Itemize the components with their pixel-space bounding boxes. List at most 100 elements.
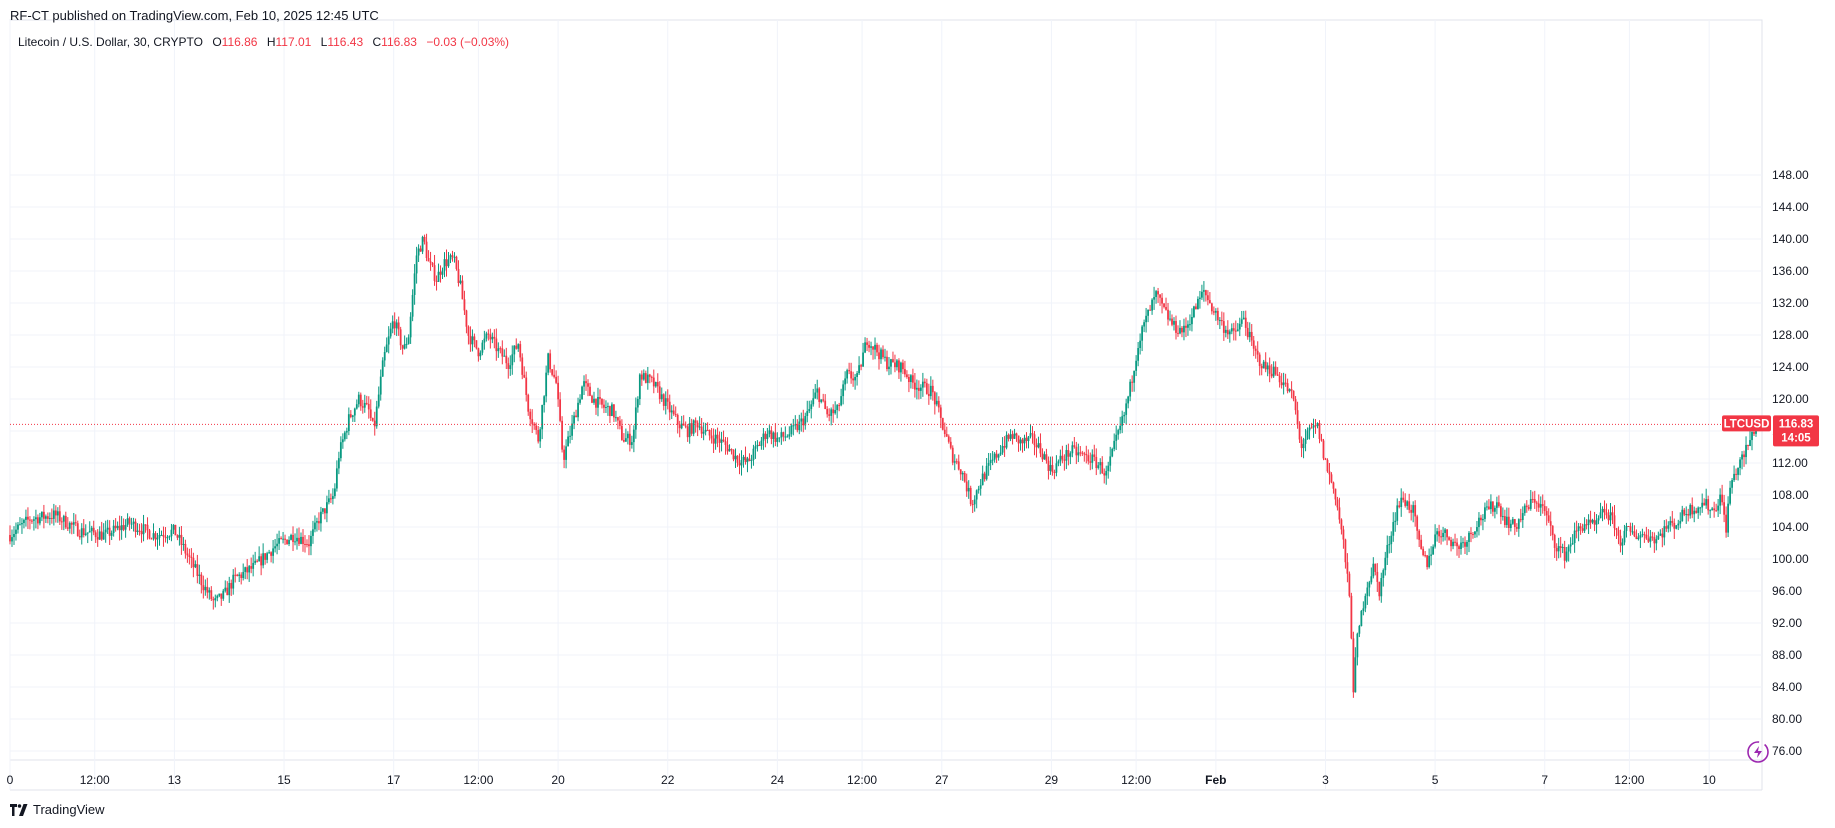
candle-body [595, 398, 597, 408]
candle-body [1246, 327, 1249, 338]
candle-body [1051, 465, 1054, 473]
candle-body [573, 415, 575, 424]
candle-body [1685, 514, 1688, 516]
candle-body [726, 444, 729, 452]
candle-body [1252, 340, 1255, 349]
candle-body [130, 523, 133, 525]
candle-body [923, 381, 926, 384]
candle-body [519, 344, 522, 358]
candle-body [417, 248, 420, 256]
candle-body [1683, 509, 1686, 515]
candle-body [694, 420, 697, 423]
candle-body [1210, 303, 1213, 312]
candle-body [343, 432, 346, 440]
candle-body [1643, 534, 1646, 536]
y-tick-label: 92.00 [1772, 616, 1802, 630]
candle-body [1573, 530, 1576, 544]
candle-body [120, 525, 123, 531]
candle-body [652, 377, 655, 387]
y-tick-label: 128.00 [1772, 328, 1809, 342]
open-label: O [212, 35, 222, 49]
price-tag [1773, 415, 1819, 447]
candle-body [866, 342, 868, 345]
candle-body [1029, 433, 1032, 437]
lightning-icon[interactable] [1747, 741, 1769, 763]
candle-body [473, 336, 476, 341]
candle-body [973, 499, 976, 505]
candle-body [300, 536, 302, 544]
candle-body [15, 529, 17, 534]
candle-body [1577, 526, 1580, 531]
candle-body [1081, 452, 1084, 454]
candle-body [856, 373, 858, 377]
candle-body [1027, 436, 1030, 442]
candle-body [832, 409, 835, 414]
candle-body [1398, 505, 1401, 508]
candle-body [1109, 456, 1112, 466]
candle-body [395, 322, 398, 329]
candle-body [760, 440, 763, 446]
candle-body [1127, 396, 1130, 404]
candle-body [1428, 555, 1431, 568]
candle-body [804, 416, 807, 426]
candle-body [1635, 536, 1638, 540]
candle-body [222, 590, 225, 599]
candle-body [650, 376, 653, 378]
candle-body [371, 417, 374, 421]
candle-body [399, 329, 402, 346]
candle-body [1484, 507, 1486, 519]
candle-body [112, 525, 115, 533]
candle-body [331, 496, 334, 500]
candle-body [927, 393, 930, 397]
price-tag-countdown: 14:05 [1781, 432, 1811, 444]
candle-body [188, 555, 191, 557]
ticker-tag-label: LTCUSD [1724, 418, 1770, 430]
candle-body [1169, 318, 1171, 320]
candle-body [1212, 311, 1215, 313]
candle-body [439, 271, 442, 275]
candle-body [1276, 374, 1279, 376]
candle-body [640, 374, 643, 380]
candle-body [575, 415, 577, 418]
candle-body [355, 404, 358, 409]
candle-body [290, 535, 292, 540]
candle-body [601, 398, 603, 405]
candle-body [270, 552, 273, 556]
candle-body [963, 472, 966, 482]
y-tick-label: 104.00 [1772, 520, 1809, 534]
candle-body [1129, 381, 1132, 397]
candle-body [1404, 499, 1407, 506]
candle-body [421, 236, 424, 252]
candle-body [917, 387, 920, 391]
candle-body [672, 410, 675, 415]
candle-body [1083, 453, 1086, 455]
candle-body [941, 417, 944, 430]
low-label: L [320, 35, 328, 49]
lightning-icon-bolt [1754, 746, 1762, 758]
candle-body [1256, 350, 1259, 355]
candle-body [1007, 434, 1010, 439]
candle-body [1601, 508, 1604, 513]
candle-body [1709, 510, 1712, 512]
candle-body [1631, 531, 1634, 533]
candle-body [182, 543, 185, 545]
candle-body [383, 351, 386, 361]
tradingview-logo[interactable]: TradingView [10, 802, 105, 817]
candle-body [276, 543, 278, 547]
candle-body [1448, 537, 1450, 540]
candle-body [700, 426, 703, 434]
candle-body [1539, 504, 1542, 508]
candles [9, 233, 1757, 698]
candle-body [74, 522, 77, 524]
candle-body [1503, 516, 1506, 525]
candle-body [489, 334, 492, 340]
candle-body [1017, 435, 1020, 444]
candle-body [1418, 530, 1421, 540]
candle-body [734, 455, 737, 460]
candle-body [54, 510, 57, 516]
candle-body [114, 525, 117, 529]
candle-body [1155, 291, 1157, 298]
candle-body [1450, 539, 1452, 547]
candle-body [328, 498, 330, 503]
